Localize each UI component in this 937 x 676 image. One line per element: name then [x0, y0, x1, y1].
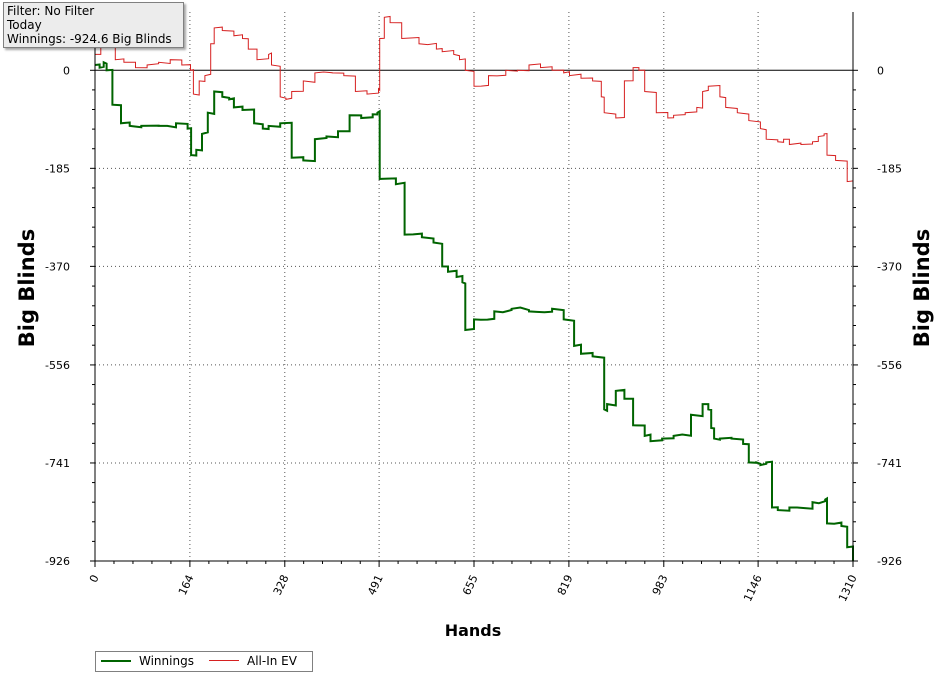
- legend-label-winnings: Winnings: [139, 654, 194, 668]
- y-tick-label-right: -370: [877, 260, 902, 273]
- x-tick-label: 1146: [741, 573, 765, 604]
- y-axis-title-right: Big Blinds: [910, 229, 934, 347]
- x-tick-label: 819: [555, 573, 576, 598]
- y-tick-label-right: -185: [877, 162, 902, 175]
- y-tick-label-left: -926: [45, 555, 70, 568]
- series-line-allin-ev: [95, 15, 854, 198]
- y-tick-label-right: 0: [877, 64, 884, 77]
- tick-labels: 0 0 -185 -185 -370 -370 -556 -556 -741 -741 -926 -9…: [45, 64, 902, 603]
- filter-label: Filter: No Filter: [7, 4, 95, 18]
- x-tick-label: 655: [460, 573, 481, 598]
- legend-swatch-winnings: [101, 660, 131, 662]
- y-tick-label-right: -556: [877, 359, 902, 372]
- series-lines: [94, 15, 854, 561]
- filter-info-box: Filter: No Filter Today Winnings: -924.6…: [3, 2, 184, 48]
- series-line-winnings: [94, 60, 854, 561]
- y-tick-label-left: -370: [45, 260, 70, 273]
- y-tick-label-left: 0: [63, 64, 70, 77]
- winnings-summary: Winnings: -924.6 Big Blinds: [7, 32, 172, 46]
- x-tick-label: 1310: [836, 573, 860, 604]
- y-tick-label-left: -185: [45, 162, 70, 175]
- period-label: Today: [7, 18, 42, 32]
- y-tick-label-right: -926: [877, 555, 902, 568]
- y-axis-title-left: Big Blinds: [15, 229, 39, 347]
- legend-swatch-allin-ev: [209, 660, 239, 661]
- axes: [90, 12, 858, 567]
- chart-legend: Winnings All-In EV: [95, 651, 313, 672]
- x-tick-label: 164: [176, 573, 197, 598]
- grid-lines: [95, 12, 853, 561]
- x-tick-label: 983: [650, 573, 671, 598]
- legend-label-allin-ev: All-In EV: [247, 654, 297, 668]
- x-tick-label: 491: [365, 573, 386, 598]
- y-tick-label-left: -556: [45, 359, 70, 372]
- x-axis-title: Hands: [445, 621, 502, 640]
- x-tick-label: 0: [87, 573, 102, 585]
- y-tick-label-right: -741: [877, 457, 902, 470]
- x-tick-label: 328: [271, 573, 292, 598]
- y-tick-label-left: -741: [45, 457, 70, 470]
